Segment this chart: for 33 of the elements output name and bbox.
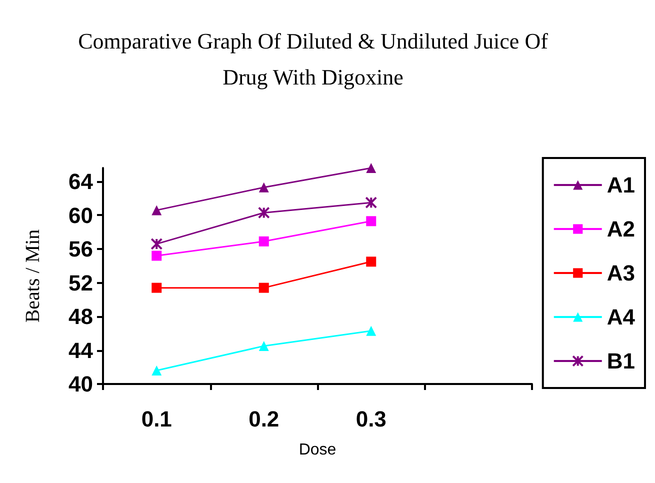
y-axis-title: Beats / Min bbox=[22, 229, 44, 323]
point bbox=[152, 366, 162, 376]
point bbox=[366, 216, 376, 226]
y-tick-label: 52 bbox=[68, 270, 93, 296]
y-tick-label: 44 bbox=[68, 338, 94, 363]
x-tick-label: 0.3 bbox=[356, 406, 386, 432]
point bbox=[258, 236, 269, 246]
point bbox=[152, 282, 162, 293]
legend-label: A1 bbox=[606, 172, 635, 198]
point bbox=[366, 256, 376, 267]
point bbox=[366, 163, 376, 173]
legend-label: A3 bbox=[606, 260, 635, 286]
x-tick-label: 0.2 bbox=[248, 406, 280, 432]
point bbox=[365, 196, 378, 209]
point bbox=[258, 341, 269, 352]
x-tick-label: 0.1 bbox=[141, 406, 172, 432]
y-tick-label: 56 bbox=[68, 236, 93, 262]
point bbox=[258, 182, 269, 192]
y-tick-label: 60 bbox=[68, 202, 93, 228]
y-tick-label: 48 bbox=[68, 304, 93, 329]
point bbox=[152, 205, 162, 216]
point bbox=[258, 206, 270, 219]
chart-title: Comparative Graph Of Diluted & Undiluted Juice Of Drug With Digoxine bbox=[78, 28, 549, 90]
legend-label: B1 bbox=[606, 348, 635, 374]
legend-label: A2 bbox=[606, 216, 635, 242]
y-tick-label: 40 bbox=[68, 372, 93, 396]
y-tick-label: 64 bbox=[68, 169, 94, 194]
x-axis-title: Dose bbox=[298, 442, 336, 458]
point bbox=[366, 326, 376, 336]
point bbox=[152, 250, 162, 261]
point bbox=[150, 238, 163, 250]
legend-label: A4 bbox=[606, 304, 636, 330]
point bbox=[258, 282, 269, 293]
